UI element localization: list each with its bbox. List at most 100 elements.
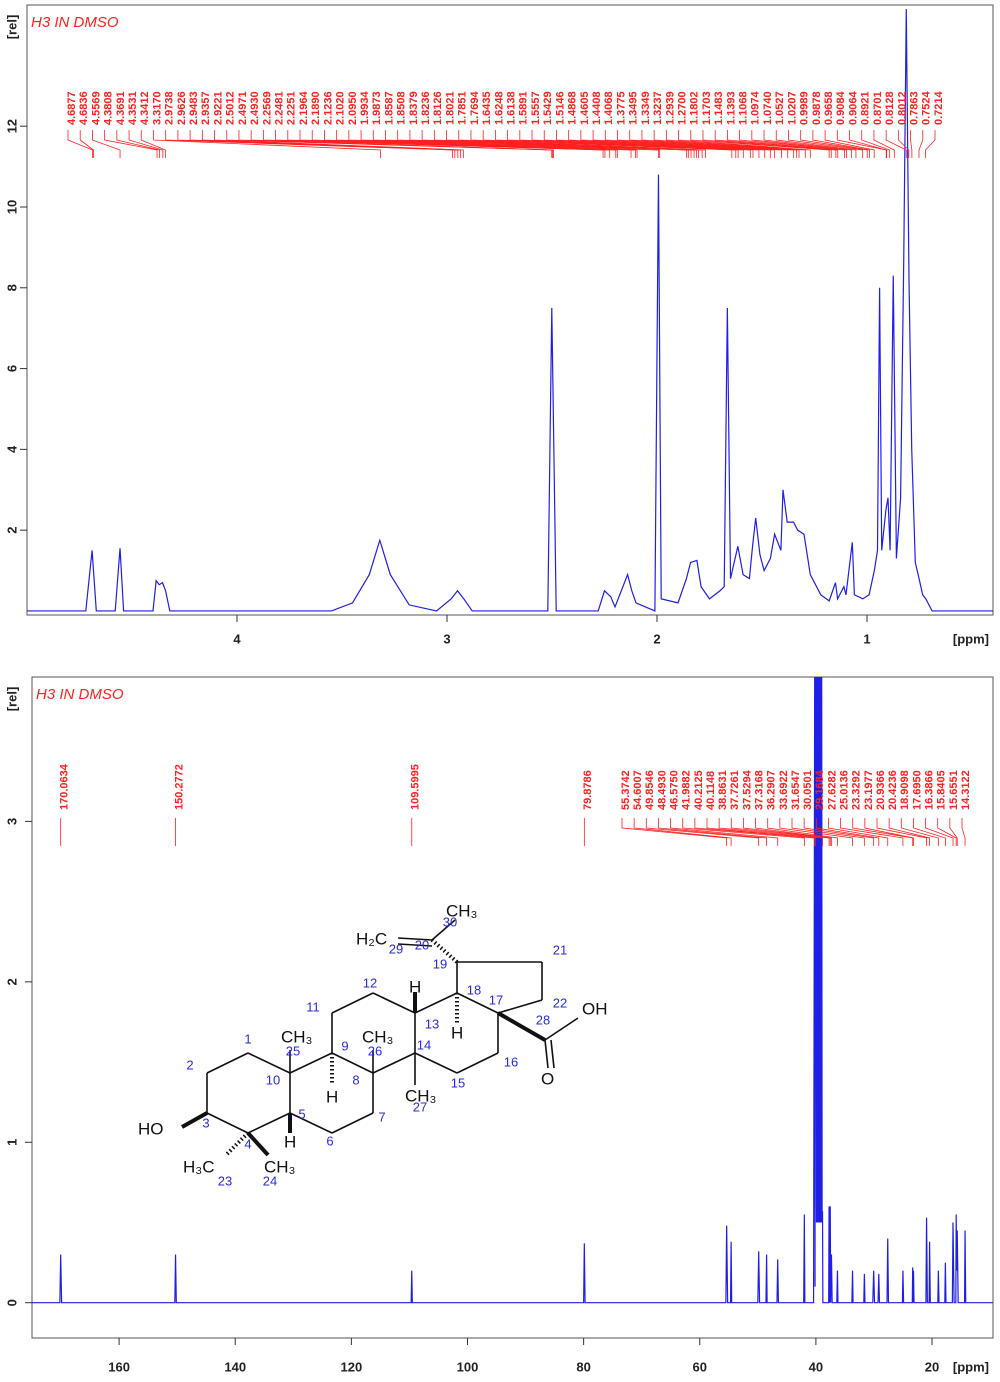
peak-label: 1.3775 xyxy=(615,91,627,125)
peak-label: 0.9878 xyxy=(811,91,823,125)
peak-label: 1.5429 xyxy=(542,91,554,125)
x-tick-label: 40 xyxy=(809,1359,823,1374)
peak-marker xyxy=(470,130,706,158)
atom-number: 10 xyxy=(266,1072,280,1087)
peak-marker xyxy=(918,130,924,158)
chart-title: H3 IN DMSO xyxy=(31,14,119,31)
peak-label: 18.9098 xyxy=(899,770,911,810)
peak-marker xyxy=(348,130,638,158)
peak-label: 14.3122 xyxy=(960,770,972,810)
x-tick-label: 2 xyxy=(653,631,660,646)
atom-number: 18 xyxy=(467,982,481,997)
peak-label: 54.6007 xyxy=(632,770,644,810)
atom-group: H xyxy=(409,977,421,996)
peak-marker xyxy=(250,130,554,158)
peak-marker xyxy=(961,818,966,846)
peak-label: 0.7863 xyxy=(908,91,920,125)
peak-label: 31.6547 xyxy=(790,770,802,810)
atom-group: O xyxy=(541,1069,554,1088)
peak-marker xyxy=(888,818,930,846)
peak-marker xyxy=(67,130,93,158)
peak-label: 0.8921 xyxy=(860,91,872,125)
atom-number: 21 xyxy=(553,942,567,957)
y-tick-label: 1 xyxy=(4,1139,19,1146)
peak-label: 0.8012 xyxy=(896,91,908,125)
peak-label: 2.1020 xyxy=(335,91,347,125)
peak-label: 33.6922 xyxy=(778,770,790,810)
peak-label: 2.1236 xyxy=(322,91,334,125)
peak-label: 37.7261 xyxy=(729,770,741,810)
bond xyxy=(544,1017,579,1041)
peak-label: 2.2251 xyxy=(286,91,298,125)
peak-label: 4.3808 xyxy=(103,91,115,125)
atom-number: 16 xyxy=(504,1054,518,1069)
bond xyxy=(206,1112,249,1134)
y-tick-label: 2 xyxy=(4,978,19,985)
peak-label: 1.1393 xyxy=(725,91,737,125)
atom-number: 3 xyxy=(202,1115,209,1130)
plot-frame xyxy=(26,4,994,616)
plot-frame xyxy=(31,676,994,1339)
peak-label: 36.2907 xyxy=(766,770,778,810)
atom-number: 14 xyxy=(417,1037,431,1052)
peak-label: 40.2125 xyxy=(693,770,705,810)
atom-number: 23 xyxy=(218,1173,232,1188)
atom-number: 6 xyxy=(326,1133,333,1148)
peak-label: 4.3412 xyxy=(139,91,151,125)
bond xyxy=(289,1112,333,1134)
peak-label: 37.5294 xyxy=(741,769,753,810)
peak-label: 0.9064 xyxy=(847,90,859,125)
peak-label: 1.4868 xyxy=(567,91,579,125)
atom-number: 11 xyxy=(306,999,320,1014)
peak-label: 3.3170 xyxy=(151,91,163,125)
peak-label: 1.8587 xyxy=(383,91,395,125)
atom-group: CH₃ xyxy=(405,1086,436,1105)
x-axis-label: [ppm] xyxy=(953,631,989,646)
bond xyxy=(431,919,456,941)
x-tick-label: 20 xyxy=(925,1359,939,1374)
peak-marker xyxy=(743,818,831,846)
peak-label: 2.9357 xyxy=(200,91,212,125)
peak-marker xyxy=(658,818,767,846)
peak-marker xyxy=(714,130,837,158)
peak-label: 1.2700 xyxy=(676,91,688,125)
peak-marker xyxy=(592,130,775,158)
peak-marker xyxy=(678,130,811,158)
atom-number: 27 xyxy=(413,1099,427,1114)
peak-marker xyxy=(815,818,880,846)
peak-label: 1.7694 xyxy=(469,90,481,125)
peak-marker xyxy=(153,130,381,158)
peak-label: 0.7524 xyxy=(921,90,933,125)
x-axis-label: [ppm] xyxy=(953,1359,989,1374)
peak-marker xyxy=(897,130,910,158)
atom-number: 19 xyxy=(433,956,447,971)
peak-marker xyxy=(79,130,94,158)
peak-marker xyxy=(645,818,760,846)
peak-label: 1.0527 xyxy=(774,91,786,125)
peak-marker xyxy=(949,818,958,846)
peak-label: 0.8128 xyxy=(884,91,896,125)
bond xyxy=(456,992,499,1014)
peak-label: 49.8546 xyxy=(644,770,656,810)
bond xyxy=(331,1052,374,1074)
peak-label: 17.6950 xyxy=(911,770,923,810)
atom-number: 24 xyxy=(263,1173,277,1188)
peak-marker xyxy=(641,130,798,158)
bond xyxy=(414,992,458,1014)
bond xyxy=(456,1052,499,1074)
peak-label: 0.9658 xyxy=(823,91,835,125)
peak-marker xyxy=(755,818,832,846)
peak-label: 16.3866 xyxy=(923,770,935,810)
peak-marker xyxy=(849,130,888,158)
peak-marker xyxy=(861,130,891,158)
y-axis-label: [rel] xyxy=(4,15,19,40)
peak-marker xyxy=(665,130,806,158)
peak-marker xyxy=(633,818,732,846)
peak-label: 0.9084 xyxy=(835,90,847,125)
bond xyxy=(206,1052,249,1074)
peak-label: 1.3495 xyxy=(628,91,640,125)
atom-group: OH xyxy=(582,999,608,1018)
peak-marker xyxy=(128,130,164,158)
peak-marker xyxy=(876,818,927,846)
peak-label: 1.4068 xyxy=(603,91,615,125)
